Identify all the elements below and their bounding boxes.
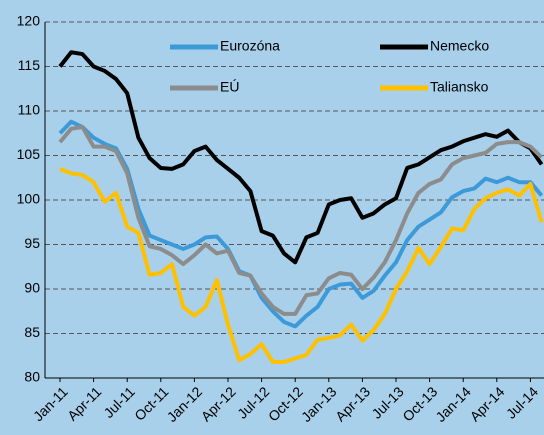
- x-tick-label: Apr-11: [64, 383, 104, 423]
- series-line: [59, 166, 544, 364]
- y-tick-label: 85: [24, 324, 40, 340]
- plot-lines: [58, 50, 544, 364]
- y-tick-label: 115: [18, 57, 41, 73]
- y-tick-label: 80: [24, 369, 40, 385]
- x-tick-label: Oct-13: [399, 383, 440, 424]
- y-tick-label: 120: [17, 13, 41, 29]
- y-tick-label: 95: [24, 235, 40, 251]
- series-line: [58, 119, 544, 329]
- x-tick-label: Jan-11: [30, 383, 71, 424]
- legend-label: Eurozóna: [220, 38, 280, 54]
- series-line: [58, 125, 543, 316]
- series-line: [58, 50, 544, 265]
- x-tick-label: Jul-14: [503, 383, 541, 421]
- x-tick-label: Jul-11: [100, 383, 138, 421]
- x-tick-label: Jan-13: [298, 383, 340, 425]
- y-tick-label: 105: [17, 146, 41, 162]
- x-tick-label: Jan-12: [164, 383, 206, 425]
- x-tick-label: Oct-11: [131, 383, 171, 423]
- legend-label: EÚ: [220, 79, 239, 95]
- x-tick-label: Apr-12: [198, 383, 239, 424]
- legend-label: Taliansko: [430, 79, 489, 95]
- x-tick-label: Apr-13: [332, 383, 373, 424]
- x-tick-label: Jan-14: [432, 383, 474, 425]
- y-tick-label: 110: [18, 102, 41, 118]
- x-tick-label: Oct-12: [265, 383, 306, 424]
- y-tick-label: 90: [24, 280, 40, 296]
- y-tick-label: 100: [17, 191, 41, 207]
- x-tick-label: Apr-14: [467, 383, 508, 424]
- legend-label: Nemecko: [430, 38, 489, 54]
